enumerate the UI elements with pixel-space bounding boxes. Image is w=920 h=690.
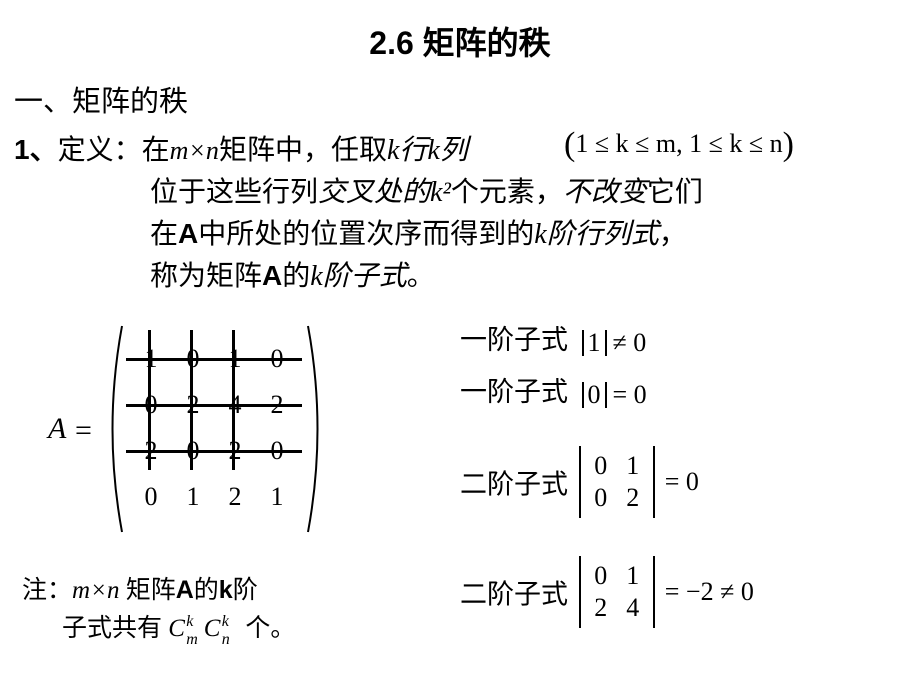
l4c: k阶子式 bbox=[310, 261, 406, 292]
matrix-hline-3 bbox=[126, 450, 302, 453]
left-paren-icon bbox=[100, 324, 126, 534]
matrix-vline-1 bbox=[148, 330, 151, 470]
def-number: 1、 bbox=[14, 134, 58, 165]
m4-11: 4 bbox=[617, 592, 649, 624]
c2sup: k bbox=[222, 613, 229, 631]
note-A: A bbox=[176, 576, 194, 604]
definition-line-3: 在A中所处的位置次序而得到的k阶行列式， bbox=[150, 212, 687, 252]
def-label: 定义： bbox=[58, 135, 142, 166]
m3-01: 1 bbox=[617, 450, 649, 482]
m4-label: 二阶子式 bbox=[460, 580, 568, 610]
matrix-table: 1 0 1 0 0 2 4 2 2 0 2 0 0 bbox=[130, 336, 298, 520]
minor-2: 一阶子式 0= 0 bbox=[460, 370, 647, 410]
m3-10: 0 bbox=[585, 482, 617, 514]
note-pre: 注： bbox=[22, 577, 72, 604]
c1base: C bbox=[168, 615, 185, 642]
l2d: 不改变 bbox=[563, 177, 647, 208]
binom-cn-k: Ckn bbox=[204, 615, 221, 642]
matrix-name-A: A bbox=[48, 412, 66, 446]
c2base: C bbox=[204, 615, 221, 642]
right-paren-icon bbox=[304, 324, 330, 534]
l3b: 中所处的位置次序而得到的 bbox=[198, 219, 534, 250]
cell-3-3: 1 bbox=[256, 474, 298, 520]
cell-3-2: 2 bbox=[214, 474, 256, 520]
m3-11: 2 bbox=[617, 482, 649, 514]
m3-det: 01 02 bbox=[579, 446, 655, 518]
l2c: 个元素， bbox=[451, 177, 563, 208]
matrix-grid: 1 0 1 0 0 2 4 2 2 0 2 0 0 bbox=[130, 336, 300, 520]
equals-sign: = bbox=[75, 414, 92, 448]
l4A: A bbox=[262, 260, 282, 291]
c1sup: k bbox=[186, 613, 193, 631]
minor-4: 二阶子式 01 24 = −2 ≠ 0 bbox=[460, 556, 754, 628]
m4-det: 01 24 bbox=[579, 556, 655, 628]
m2-label: 一阶子式 bbox=[460, 377, 568, 407]
page-title: 2.6 矩阵的秩 bbox=[0, 18, 920, 64]
definition-line-1: 1、定义：在m×n矩阵中，任取k行k列 bbox=[14, 128, 468, 168]
m3-res: = 0 bbox=[665, 467, 699, 496]
m3-00: 0 bbox=[585, 450, 617, 482]
m2-res: = 0 bbox=[613, 380, 647, 409]
l4d: 。 bbox=[407, 261, 435, 292]
m4-res: = −2 ≠ 0 bbox=[665, 577, 754, 606]
definition-line-2: 位于这些行列交叉处的k²个元素，不改变它们 bbox=[150, 170, 703, 210]
m2-det: 0 bbox=[582, 382, 607, 408]
note-t2: 的 bbox=[194, 577, 219, 604]
l4a: 称为矩阵 bbox=[150, 261, 262, 292]
l2a: 位于这些行列 bbox=[150, 177, 318, 208]
note-l2b: 个。 bbox=[239, 615, 295, 642]
minor-1: 一阶子式 1≠ 0 bbox=[460, 318, 646, 358]
cell-3-1: 1 bbox=[172, 474, 214, 520]
c1sub: m bbox=[186, 631, 198, 649]
note-t3: 阶 bbox=[233, 577, 258, 604]
m3-label: 二阶子式 bbox=[460, 470, 568, 500]
m4-10: 2 bbox=[585, 592, 617, 624]
m4-01: 1 bbox=[617, 560, 649, 592]
m1-det: 1 bbox=[582, 330, 607, 356]
l4b: 的 bbox=[282, 261, 310, 292]
note-line-2: 子式共有 Ckm Ckn 个。 bbox=[62, 608, 295, 644]
matrix-parentheses: 1 0 1 0 0 2 4 2 2 0 2 0 0 bbox=[100, 324, 330, 534]
matrix-hline-1 bbox=[126, 358, 302, 361]
lparen: ( bbox=[564, 126, 575, 163]
cond-inner: 1 ≤ k ≤ m, 1 ≤ k ≤ n bbox=[575, 129, 782, 158]
rparen: ) bbox=[783, 126, 794, 163]
m4-00: 0 bbox=[585, 560, 617, 592]
note-l2a: 子式共有 bbox=[62, 615, 168, 642]
note-mxn: m×n bbox=[72, 577, 119, 604]
minor-3: 二阶子式 01 02 = 0 bbox=[460, 446, 699, 518]
section-heading: 一、矩阵的秩 bbox=[14, 78, 188, 120]
krows: k行k列 bbox=[387, 135, 468, 166]
condition: (1 ≤ k ≤ m, 1 ≤ k ≤ n) bbox=[564, 126, 794, 164]
def-pre: 在 bbox=[142, 135, 170, 166]
note-line-1: 注：m×n 矩阵A的k阶 bbox=[22, 570, 258, 606]
l3A: A bbox=[178, 218, 198, 249]
l3a: 在 bbox=[150, 219, 178, 250]
l2b: 交叉处的k² bbox=[318, 177, 451, 208]
def-post1: 矩阵中，任取 bbox=[219, 135, 387, 166]
binom-cm-k: Ckm bbox=[168, 615, 185, 642]
m1-res: ≠ 0 bbox=[613, 328, 647, 357]
l2e: 它们 bbox=[647, 177, 703, 208]
l3c: k阶行列式 bbox=[534, 219, 658, 250]
c2sub: n bbox=[222, 631, 230, 649]
m1-label: 一阶子式 bbox=[460, 325, 568, 355]
matrix-vline-3 bbox=[232, 330, 235, 470]
matrix-hline-2 bbox=[126, 404, 302, 407]
note-t1: 矩阵 bbox=[119, 577, 175, 604]
cell-3-0: 0 bbox=[130, 474, 172, 520]
matrix-vline-2 bbox=[190, 330, 193, 470]
mxn: m×n bbox=[170, 136, 219, 165]
l3d: ， bbox=[659, 219, 687, 250]
note-k: k bbox=[219, 576, 233, 604]
definition-line-4: 称为矩阵A的k阶子式。 bbox=[150, 254, 435, 294]
